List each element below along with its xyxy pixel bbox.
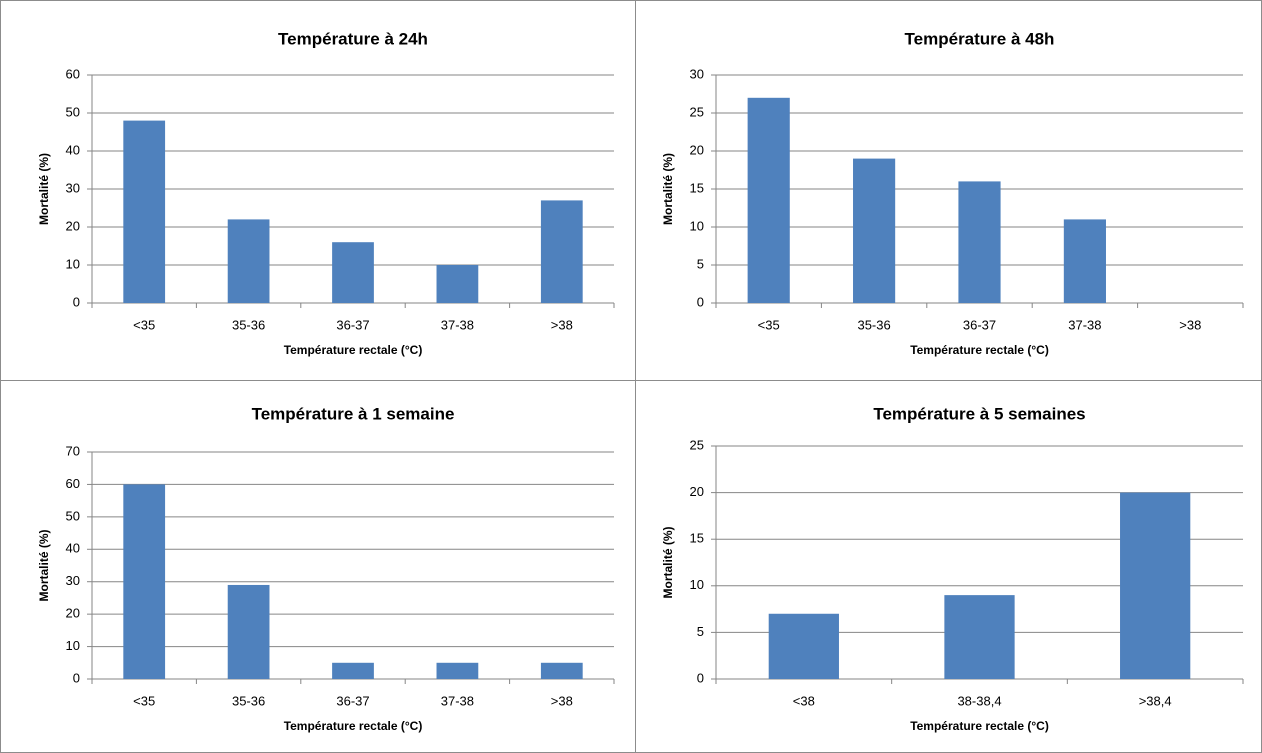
bar [1063,219,1106,303]
y-tick-label: 0 [73,670,80,685]
y-tick-label: 40 [66,541,80,556]
y-tick-label: 5 [697,624,704,639]
bar [227,584,270,679]
x-axis-title: Température rectale (°C) [284,343,423,357]
x-tick-label: <38 [793,693,815,708]
x-tick-label: 35-36 [232,693,265,708]
y-tick-label: 10 [66,256,80,271]
chart-title: Température à 1 semaine [252,404,455,423]
bar [853,158,896,303]
x-tick-label: 37-38 [441,317,474,332]
y-axis-title: Mortalité (%) [37,153,51,225]
x-tick-label: <35 [758,317,780,332]
y-tick-label: 10 [690,218,704,233]
x-tick-label: 37-38 [441,693,474,708]
y-tick-label: 30 [66,180,80,195]
x-tick-label: 36-37 [963,317,996,332]
bar [1120,492,1191,679]
x-axis-title: Température rectale (°C) [910,719,1049,733]
x-tick-label: <35 [133,317,155,332]
y-tick-label: 10 [690,577,704,592]
bar [123,120,166,303]
y-tick-label: 20 [66,606,80,621]
y-tick-label: 25 [690,437,704,452]
y-tick-label: 15 [690,531,704,546]
bar [436,662,479,679]
y-tick-label: 60 [66,476,80,491]
y-tick-label: 20 [66,218,80,233]
chart-title: Température à 5 semaines [873,404,1085,423]
y-tick-label: 50 [66,104,80,119]
x-tick-label: <35 [133,693,155,708]
bar [944,595,1015,679]
y-tick-label: 50 [66,508,80,523]
y-tick-label: 0 [697,294,704,309]
bar [332,662,374,679]
y-tick-label: 30 [690,66,704,81]
bar [958,181,1001,303]
x-tick-label: 36-37 [336,317,369,332]
x-tick-label: >38 [551,317,573,332]
y-tick-label: 20 [690,484,704,499]
x-tick-label: 36-37 [336,693,369,708]
bar [540,200,583,303]
x-tick-label: >38 [1179,317,1201,332]
x-tick-label: >38,4 [1139,693,1172,708]
x-axis-title: Température rectale (°C) [910,343,1049,357]
y-tick-label: 70 [66,443,80,458]
y-tick-label: 0 [73,294,80,309]
bar [123,484,166,679]
bar [332,242,374,303]
y-tick-label: 40 [66,142,80,157]
x-tick-label: 35-36 [232,317,265,332]
y-tick-label: 60 [66,66,80,81]
y-tick-label: 15 [690,180,704,195]
bar [540,662,583,679]
bar [768,613,839,679]
x-tick-label: 37-38 [1068,317,1101,332]
bar [436,265,479,303]
y-axis-title: Mortalité (%) [661,153,675,225]
chart-title: Température à 24h [278,29,428,48]
y-axis-title: Mortalité (%) [661,526,675,598]
y-tick-label: 25 [690,104,704,119]
bar [227,219,270,303]
y-tick-label: 5 [697,256,704,271]
y-axis-title: Mortalité (%) [37,529,51,601]
x-tick-label: 38-38,4 [957,693,1001,708]
y-tick-label: 20 [690,142,704,157]
x-axis-title: Température rectale (°C) [284,719,423,733]
y-tick-label: 0 [697,670,704,685]
bar [747,97,790,303]
x-tick-label: >38 [551,693,573,708]
chart-title: Température à 48h [905,29,1055,48]
y-tick-label: 30 [66,573,80,588]
x-tick-label: 35-36 [857,317,890,332]
y-tick-label: 10 [66,638,80,653]
